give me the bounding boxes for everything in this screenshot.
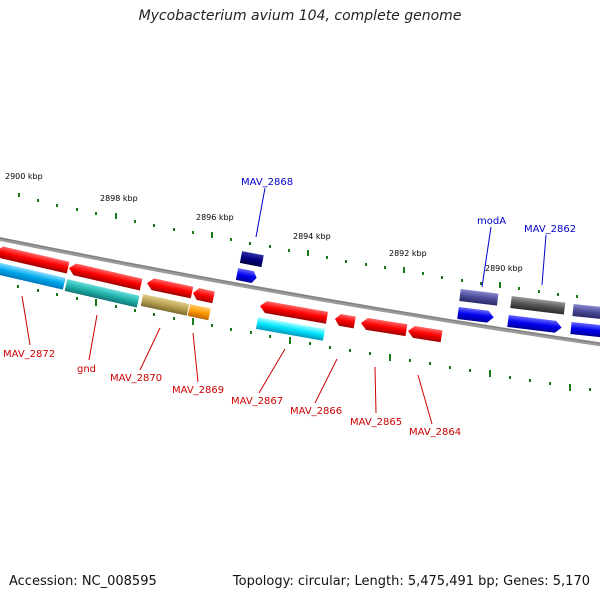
outer-scale-ticks [18,193,578,298]
gene-label-MAV_2862: MAV_2862 [524,224,576,235]
genome-backbone [0,236,600,347]
gene-label-MAV_2870: MAV_2870 [110,373,162,384]
gene-MAV_2862-lower [507,315,562,333]
gene-label-MAV_2866: MAV_2866 [290,406,342,417]
label-leader-lines [21,187,547,425]
gene-MAV_2872-lower [0,262,66,290]
gene-label-MAV_2865: MAV_2865 [350,417,402,428]
reverse-genes [0,246,443,343]
scale-labels: 2900 kbp 2898 kbp 2896 kbp 2894 kbp 2892… [5,172,523,273]
gene-MAV_2862-upper [510,296,566,315]
inner-scale-ticks [17,285,591,391]
gene-MAV_2868-lower [235,268,257,283]
gene-MAV_2870-lower [140,294,190,316]
gene-MAV_2870-upper [147,278,194,299]
gene-labels: MAV_2868 modA MAV_2862 MAV_2872 gnd MAV_… [3,177,576,438]
gene-MAV_2867-upper [260,301,329,324]
gene-MAV_2865 [361,318,408,337]
gene-MAV_2867-lower [255,317,326,341]
scale-label-2890: 2890 kbp [485,264,523,273]
gene-label-MAV_2864: MAV_2864 [409,427,461,438]
gene-modA-lower [457,307,494,323]
gene-MAV_2866 [335,313,356,329]
gene-MAV_2868-upper [239,251,264,268]
gene-MAV_2864 [408,326,443,343]
gene-MAV_2869-lower [187,304,211,321]
gene-label-MAV_2869: MAV_2869 [172,385,224,396]
scale-label-2896: 2896 kbp [196,213,234,222]
gene-far-right-lower [570,322,600,338]
scale-label-2898: 2898 kbp [100,194,138,203]
gene-MAV_2872-upper [0,246,70,274]
genome-info-text: Topology: circular; Length: 5,475,491 bp… [232,574,590,589]
gene-label-gnd: gnd [77,364,96,375]
gene-label-modA: modA [477,216,506,227]
scale-label-2900: 2900 kbp [5,172,43,181]
gene-gnd-lower [64,279,140,308]
gene-label-MAV_2868: MAV_2868 [241,177,293,188]
gene-label-MAV_2867: MAV_2867 [231,396,283,407]
gene-label-MAV_2872: MAV_2872 [3,349,55,360]
forward-genes [235,251,600,338]
scale-label-2894: 2894 kbp [293,232,331,241]
gene-far-right-upper [572,304,600,320]
gene-gnd-upper [69,263,143,291]
accession-text: Accession: NC_008595 [9,574,157,589]
scale-label-2892: 2892 kbp [389,249,427,258]
gene-MAV_2869-upper [193,288,215,304]
map-title: Mycobacterium avium 104, complete genome [138,8,462,24]
gene-modA-upper [459,289,499,306]
